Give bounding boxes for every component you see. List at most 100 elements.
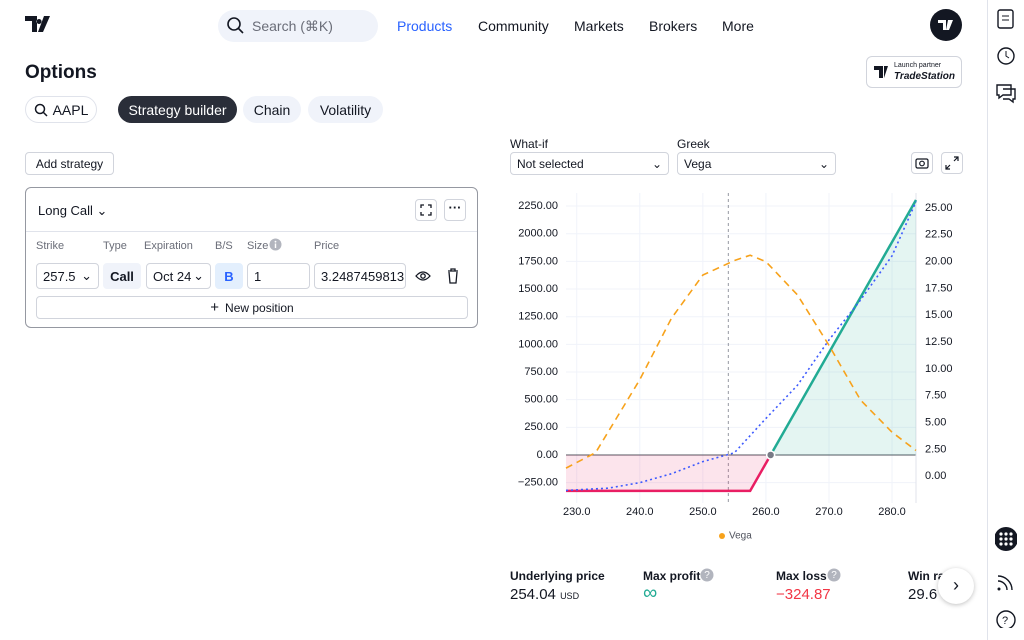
add-strategy[interactable]: Add strategy <box>25 152 114 175</box>
nav-link[interactable]: Community <box>478 18 549 34</box>
y-tick-label: 1250.00 <box>518 311 558 323</box>
info-icon[interactable]: ? <box>827 568 841 582</box>
search-icon <box>227 17 244 34</box>
symbol-pill[interactable]: AAPL <box>25 96 97 123</box>
stat-unit: USD <box>560 591 580 601</box>
more-btn[interactable]: ··· <box>444 199 466 221</box>
strategy-name: Long Call <box>38 203 93 218</box>
size[interactable]: 1 <box>247 263 310 289</box>
control-label: What-if <box>510 137 549 151</box>
y-tick-label: 1500.00 <box>518 283 558 295</box>
nav-link[interactable]: Products <box>397 18 453 34</box>
column-label: Price <box>314 240 340 252</box>
tab[interactable]: Strategy builder <box>118 96 237 123</box>
row-actions[interactable] <box>415 268 463 284</box>
stat-value: −324.87 <box>776 586 831 603</box>
avatar[interactable] <box>930 9 962 41</box>
y-tick-label: 250.00 <box>524 421 558 433</box>
sidebar-icons[interactable]: ? <box>995 8 1017 628</box>
y2-tick-label: 10.00 <box>925 363 953 375</box>
pnl-line <box>565 201 917 492</box>
stat-value: ∞ <box>643 582 658 604</box>
legend-marker <box>719 533 725 539</box>
partner-name: TradeStation <box>894 71 955 82</box>
column-label: Strike <box>36 240 65 252</box>
expiration-select[interactable]: Oct 24 ⌄ <box>146 263 211 289</box>
logo[interactable] <box>25 16 55 34</box>
y-tick-label: 750.00 <box>524 366 558 378</box>
camera-btn[interactable] <box>911 152 933 174</box>
separator <box>26 231 477 232</box>
y2-tick-label: 22.50 <box>925 229 953 241</box>
column-label: Type <box>103 240 127 252</box>
expiration: Oct 24 <box>153 268 192 284</box>
svg-text:?: ? <box>831 570 837 581</box>
pnl-area <box>566 199 916 491</box>
y-tick-label: 2000.00 <box>518 228 558 240</box>
y2-tick-label: 17.50 <box>925 282 953 294</box>
nav-link[interactable]: More <box>722 18 754 34</box>
fullscreen-btn[interactable] <box>415 199 437 221</box>
nav-link[interactable]: Brokers <box>649 18 698 34</box>
x-tick-label: 250.0 <box>689 506 717 518</box>
buy-sell[interactable]: B <box>215 263 243 289</box>
search[interactable]: Search (⌘K) <box>218 10 378 42</box>
x-tick-label: 260.0 <box>752 506 780 518</box>
info-icon[interactable]: ? <box>700 568 714 582</box>
strategy-card: Long Call ⌄ ··· <box>25 187 478 328</box>
y2-tick-label: 15.00 <box>925 309 953 321</box>
stat-value: 29.6 <box>908 586 938 603</box>
tab[interactable]: Chain <box>243 96 301 123</box>
x-tick-label: 270.0 <box>815 506 843 518</box>
legend-label: Vega <box>729 531 752 542</box>
y2-tick-label: 20.00 <box>925 256 953 268</box>
payoff-chart: 230.0 240.0 250.0 260.0 270.0 280.0 −250.00 0.0… <box>518 193 953 542</box>
x-tick-label: 240.0 <box>626 506 654 518</box>
y-tick-label: 1750.00 <box>518 255 558 267</box>
y2-tick-label: 7.50 <box>925 390 946 402</box>
price[interactable]: 3.2487459813 <box>314 263 406 289</box>
camera-icon <box>915 158 929 169</box>
new-position[interactable]: + New position <box>36 296 468 319</box>
y-tick-label: 2250.00 <box>518 200 558 212</box>
greek-select[interactable]: Vega ⌄ <box>677 152 836 175</box>
y-tick-label: −250.00 <box>518 477 558 489</box>
type[interactable]: Call <box>103 263 141 289</box>
y2-tick-label: 5.00 <box>925 416 946 428</box>
nav-link[interactable]: Markets <box>574 18 624 34</box>
whatif-select[interactable]: Not selected ⌄ <box>510 152 669 175</box>
stat-label: Underlying price <box>510 569 605 583</box>
stat-value: 254.04 <box>510 586 556 603</box>
strategy-name-wrap[interactable]: Long Call ⌄ <box>38 203 108 218</box>
partner-badge[interactable]: Launch partner TradeStation <box>866 56 962 88</box>
new-position-text: New position <box>225 300 294 315</box>
vega-line <box>565 254 917 469</box>
tab[interactable]: Volatility <box>308 96 383 123</box>
info-icon[interactable] <box>269 238 282 251</box>
partner-top: Launch partner <box>894 62 942 69</box>
strike-select[interactable]: 257.5 ⌄ <box>36 263 99 289</box>
column-label: B/S <box>215 240 233 252</box>
sidebar-border <box>987 0 988 640</box>
stat-label: Max loss <box>776 569 827 583</box>
column-label: Size <box>247 240 269 252</box>
strike: 257.5 <box>43 268 76 284</box>
y2-tick-label: 2.50 <box>925 443 946 455</box>
stat-clip: Win ra 29.6 <box>908 566 946 606</box>
x-tick-label: 280.0 <box>878 506 906 518</box>
expand-btn[interactable] <box>941 152 963 174</box>
scroll-right[interactable]: › <box>938 568 974 604</box>
y-tick-label: 1000.00 <box>518 338 558 350</box>
svg-text:?: ? <box>1002 615 1008 627</box>
search-icon <box>34 103 48 117</box>
y2-tick-label: 12.50 <box>925 336 953 348</box>
x-tick-label: 230.0 <box>563 506 591 518</box>
stat-label: Win ra <box>908 569 945 583</box>
control-label: Greek <box>677 137 710 151</box>
page-title: Options <box>25 62 97 83</box>
whatif-value: Not selected <box>517 156 584 171</box>
search-text: Search (⌘K) <box>252 17 333 34</box>
fullscreen-icon <box>420 204 432 216</box>
